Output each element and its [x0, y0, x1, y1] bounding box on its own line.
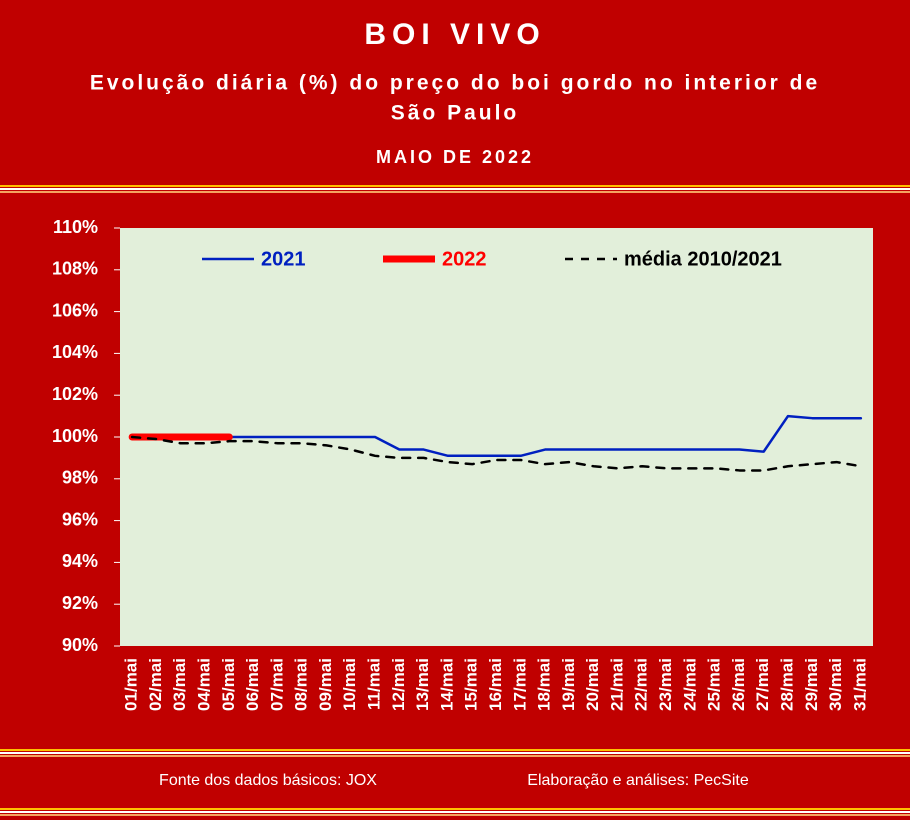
y-tick-label: 96%: [62, 509, 98, 529]
y-tick-label: 104%: [52, 342, 98, 362]
x-tick-label: 20/mai: [583, 658, 602, 711]
x-tick-label: 27/mai: [753, 658, 772, 711]
x-tick-label: 14/mai: [437, 658, 456, 711]
y-tick-label: 102%: [52, 384, 98, 404]
x-tick-label: 25/mai: [705, 658, 724, 711]
x-tick-label: 31/mai: [850, 658, 869, 711]
x-tick-label: 17/mai: [510, 658, 529, 711]
chart-subtitle: Evolução diária (%) do preço do boi gord…: [90, 72, 820, 95]
x-tick-label: 05/mai: [219, 658, 238, 711]
source: Fonte dos dados básicos: JOX: [159, 772, 377, 789]
line-series: [130, 435, 863, 472]
x-tick-label: 09/mai: [316, 658, 335, 711]
x-tick-label: 29/mai: [802, 658, 821, 711]
x-tick-label: 16/mai: [486, 658, 505, 711]
chart-subtitle: São Paulo: [391, 102, 520, 125]
x-tick-label: 04/mai: [195, 658, 214, 711]
y-tick-label: 108%: [52, 259, 98, 279]
x-tick-label: 15/mai: [462, 658, 481, 711]
x-tick-label: 02/mai: [146, 658, 165, 711]
x-tick-label: 13/mai: [413, 658, 432, 711]
legend-label: média 2010/2021: [624, 248, 782, 270]
y-tick-label: 92%: [62, 593, 98, 613]
credit: Elaboração e análises: PecSite: [527, 772, 749, 789]
line-series: [130, 414, 863, 458]
x-tick-label: 23/mai: [656, 658, 675, 711]
x-tick-label: 03/mai: [170, 658, 189, 711]
chart-period: MAIO DE 2022: [376, 147, 534, 167]
x-tick-label: 30/mai: [826, 658, 845, 711]
y-tick-label: 106%: [52, 300, 98, 320]
x-tick-label: 12/mai: [389, 658, 408, 711]
x-tick-label: 10/mai: [340, 658, 359, 711]
chart-title: BOI VIVO: [364, 18, 545, 51]
x-tick-label: 28/mai: [777, 658, 796, 711]
y-tick-label: 100%: [52, 426, 98, 446]
legend-label: 2021: [261, 248, 306, 270]
y-tick-label: 98%: [62, 468, 98, 488]
x-tick-label: 01/mai: [122, 658, 141, 711]
x-tick-label: 22/mai: [632, 658, 651, 711]
y-tick-label: 94%: [62, 551, 98, 571]
x-tick-label: 08/mai: [292, 658, 311, 711]
x-tick-label: 24/mai: [680, 658, 699, 711]
separator: [0, 185, 910, 816]
x-tick-label: 18/mai: [535, 658, 554, 711]
y-tick-label: 110%: [53, 217, 98, 237]
x-tick-label: 11/mai: [365, 658, 384, 710]
legend-label: 2022: [442, 248, 487, 270]
x-tick-label: 06/mai: [243, 658, 262, 711]
x-tick-label: 19/mai: [559, 658, 578, 711]
x-tick-label: 26/mai: [729, 658, 748, 711]
y-tick-label: 90%: [62, 635, 98, 655]
x-tick-label: 21/mai: [607, 658, 626, 711]
x-tick-label: 07/mai: [267, 658, 286, 711]
